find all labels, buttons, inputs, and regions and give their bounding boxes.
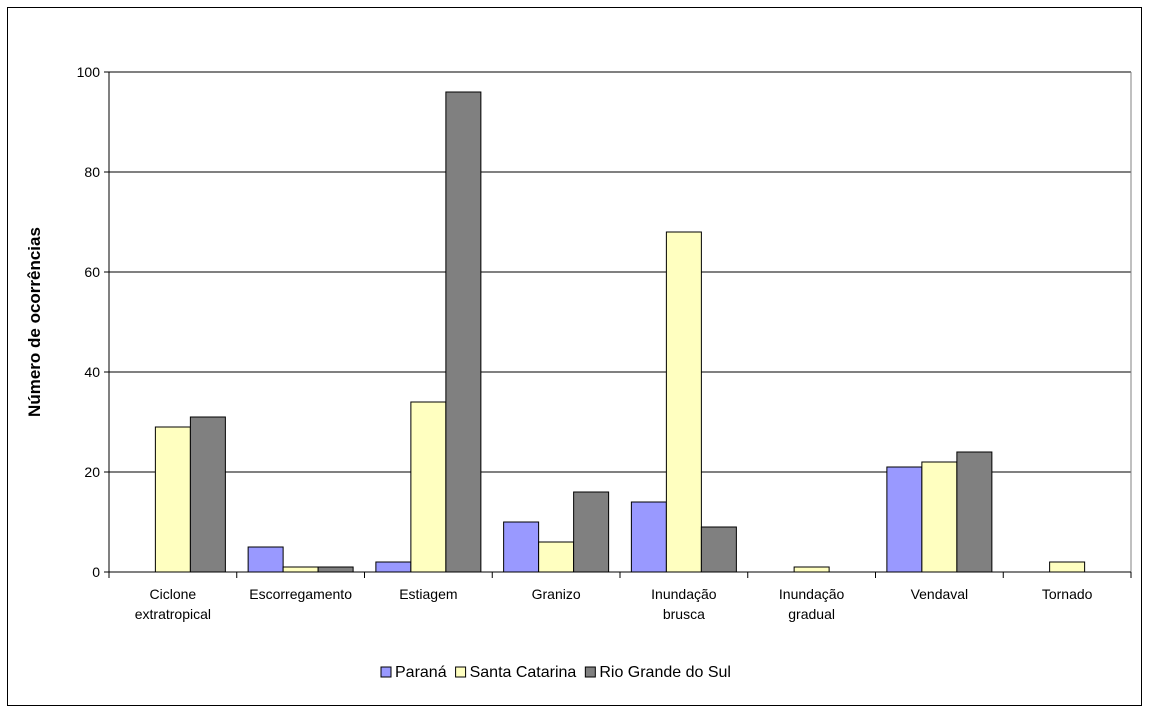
bar xyxy=(317,566,354,573)
bar xyxy=(956,451,993,573)
bar xyxy=(538,541,575,573)
y-tick-label: 100 xyxy=(77,64,101,80)
x-category-label-line: Inundação xyxy=(651,586,717,602)
x-category-label-line: Vendaval xyxy=(911,586,969,602)
bar xyxy=(189,416,226,573)
bar xyxy=(573,491,610,573)
y-tick-label: 80 xyxy=(84,164,100,180)
y-tick-label: 60 xyxy=(84,264,100,280)
x-category-label-line: gradual xyxy=(788,606,835,622)
x-category-label: Ciclone extratropical xyxy=(135,586,211,622)
bar xyxy=(445,91,482,573)
legend-swatch xyxy=(584,666,596,678)
bar xyxy=(921,461,958,573)
x-category-label-line: Tornado xyxy=(1042,586,1093,602)
bar xyxy=(410,401,447,573)
bar xyxy=(503,521,540,573)
x-category-label: Inundação brusca xyxy=(651,586,717,622)
y-tick-label: 20 xyxy=(84,464,100,480)
x-category-label: Tornado xyxy=(1042,586,1093,602)
x-category-label-line: extratropical xyxy=(135,606,211,622)
y-tick-label: 40 xyxy=(84,364,100,380)
legend: Paraná Santa Catarina Rio Grande do Sul xyxy=(380,664,731,681)
bar xyxy=(665,231,702,573)
legend-entry: Paraná xyxy=(395,664,447,681)
y-tick-labels: 0 20 40 60 80 100 xyxy=(77,64,101,580)
axes xyxy=(104,71,1132,578)
x-category-label-line: Granizo xyxy=(532,586,581,602)
bar xyxy=(793,566,830,573)
x-category-label-line: Ciclone xyxy=(150,586,197,602)
bar xyxy=(700,526,737,573)
y-axis-label: Número de ocorrências xyxy=(25,227,44,417)
x-category-label-line: brusca xyxy=(663,606,705,622)
x-category-label-line: Inundação xyxy=(779,586,845,602)
bar xyxy=(247,546,284,573)
legend-swatch xyxy=(380,666,392,678)
x-category-label: Escorregamento xyxy=(249,586,352,602)
bar xyxy=(282,566,319,573)
legend-entry: Rio Grande do Sul xyxy=(599,664,731,681)
bar xyxy=(886,466,923,573)
x-category-label: Inundação gradual xyxy=(779,586,845,622)
y-tick-label: 0 xyxy=(92,564,100,580)
x-category-label-line: Estiagem xyxy=(399,586,457,602)
x-category-label: Estiagem xyxy=(399,586,457,602)
legend-entry: Santa Catarina xyxy=(470,664,577,681)
bar xyxy=(154,426,191,573)
chart-border xyxy=(7,7,1142,706)
bar xyxy=(630,501,667,573)
bar xyxy=(375,561,412,573)
x-category-labels: Ciclone extratropical Escorregamento Estiag… xyxy=(135,586,1093,622)
bars xyxy=(154,91,1086,573)
legend-swatch xyxy=(455,666,467,678)
x-category-label: Granizo xyxy=(532,586,581,602)
x-category-label: Vendaval xyxy=(911,586,969,602)
bar xyxy=(1049,561,1086,573)
x-category-label-line: Escorregamento xyxy=(249,586,352,602)
